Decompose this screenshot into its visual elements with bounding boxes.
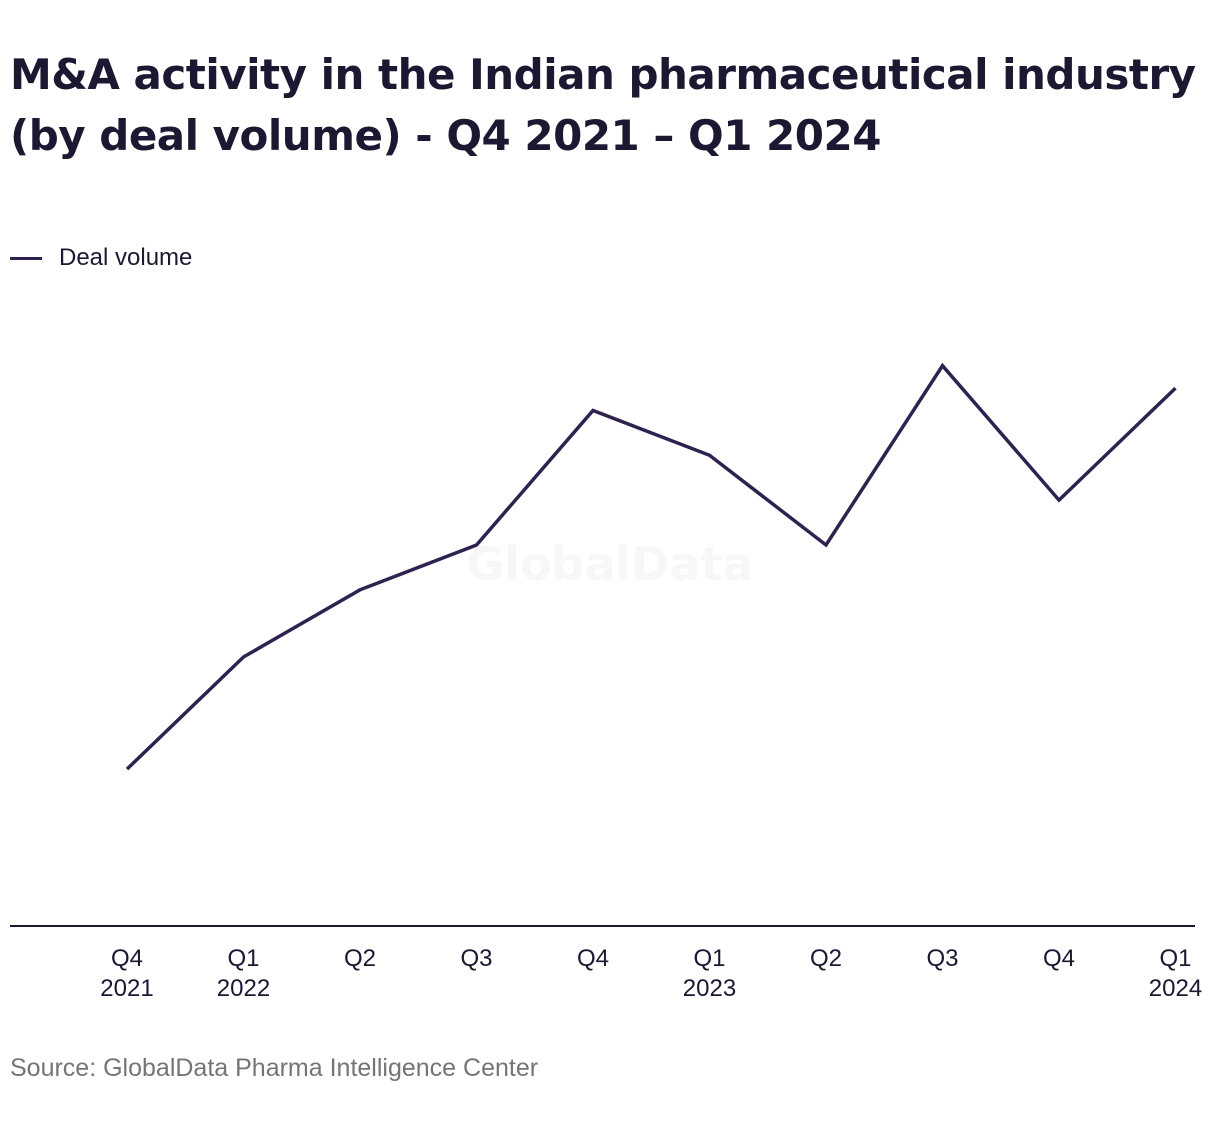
x-tick-year: 2022 xyxy=(217,975,270,1002)
x-tick-quarter: Q3 xyxy=(926,945,958,972)
x-tick-quarter: Q4 xyxy=(111,945,143,972)
x-tick-quarter: Q2 xyxy=(810,945,842,972)
x-tick-quarter: Q1 xyxy=(693,945,725,972)
x-tick-label: Q3 xyxy=(460,945,492,972)
x-tick-label: Q2 xyxy=(344,945,376,972)
x-tick-label: Q4 xyxy=(577,945,609,972)
watermark: GlobalData xyxy=(466,537,753,591)
x-tick-quarter: Q4 xyxy=(1043,945,1075,972)
x-tick-label: Q3 xyxy=(926,945,958,972)
x-tick-label: Q1 2024 xyxy=(1149,945,1202,1002)
x-tick-quarter: Q1 xyxy=(227,945,259,972)
source-note: Source: GlobalData Pharma Intelligence C… xyxy=(10,1054,539,1082)
x-tick-label: Q1 2023 xyxy=(683,945,736,1002)
x-tick-quarter: Q4 xyxy=(577,945,609,972)
x-tick-quarter: Q2 xyxy=(344,945,376,972)
x-tick-year: 2021 xyxy=(100,975,153,1002)
x-tick-labels: Q4 2021 Q1 2022 Q2 Q3 Q4 Q1 2023 Q2 Q3 Q4 Q1 2024 xyxy=(100,945,1202,1002)
series-layer xyxy=(125,362,1177,771)
x-tick-quarter: Q3 xyxy=(460,945,492,972)
x-tick-label: Q4 2021 xyxy=(100,945,153,1002)
x-tick-label: Q4 xyxy=(1043,945,1075,972)
x-tick-label: Q2 xyxy=(810,945,842,972)
chart-title: M&A activity in the Indian pharmaceutica… xyxy=(10,50,1196,160)
legend: Deal volume xyxy=(10,244,192,272)
x-tick-year: 2024 xyxy=(1149,975,1202,1002)
x-tick-label: Q1 2022 xyxy=(217,945,270,1002)
series-line-deal-volume xyxy=(125,362,1177,771)
legend-swatch xyxy=(10,256,42,260)
x-tick-year: 2023 xyxy=(683,975,736,1002)
legend-label: Deal volume xyxy=(59,244,193,271)
x-tick-quarter: Q1 xyxy=(1159,945,1191,972)
